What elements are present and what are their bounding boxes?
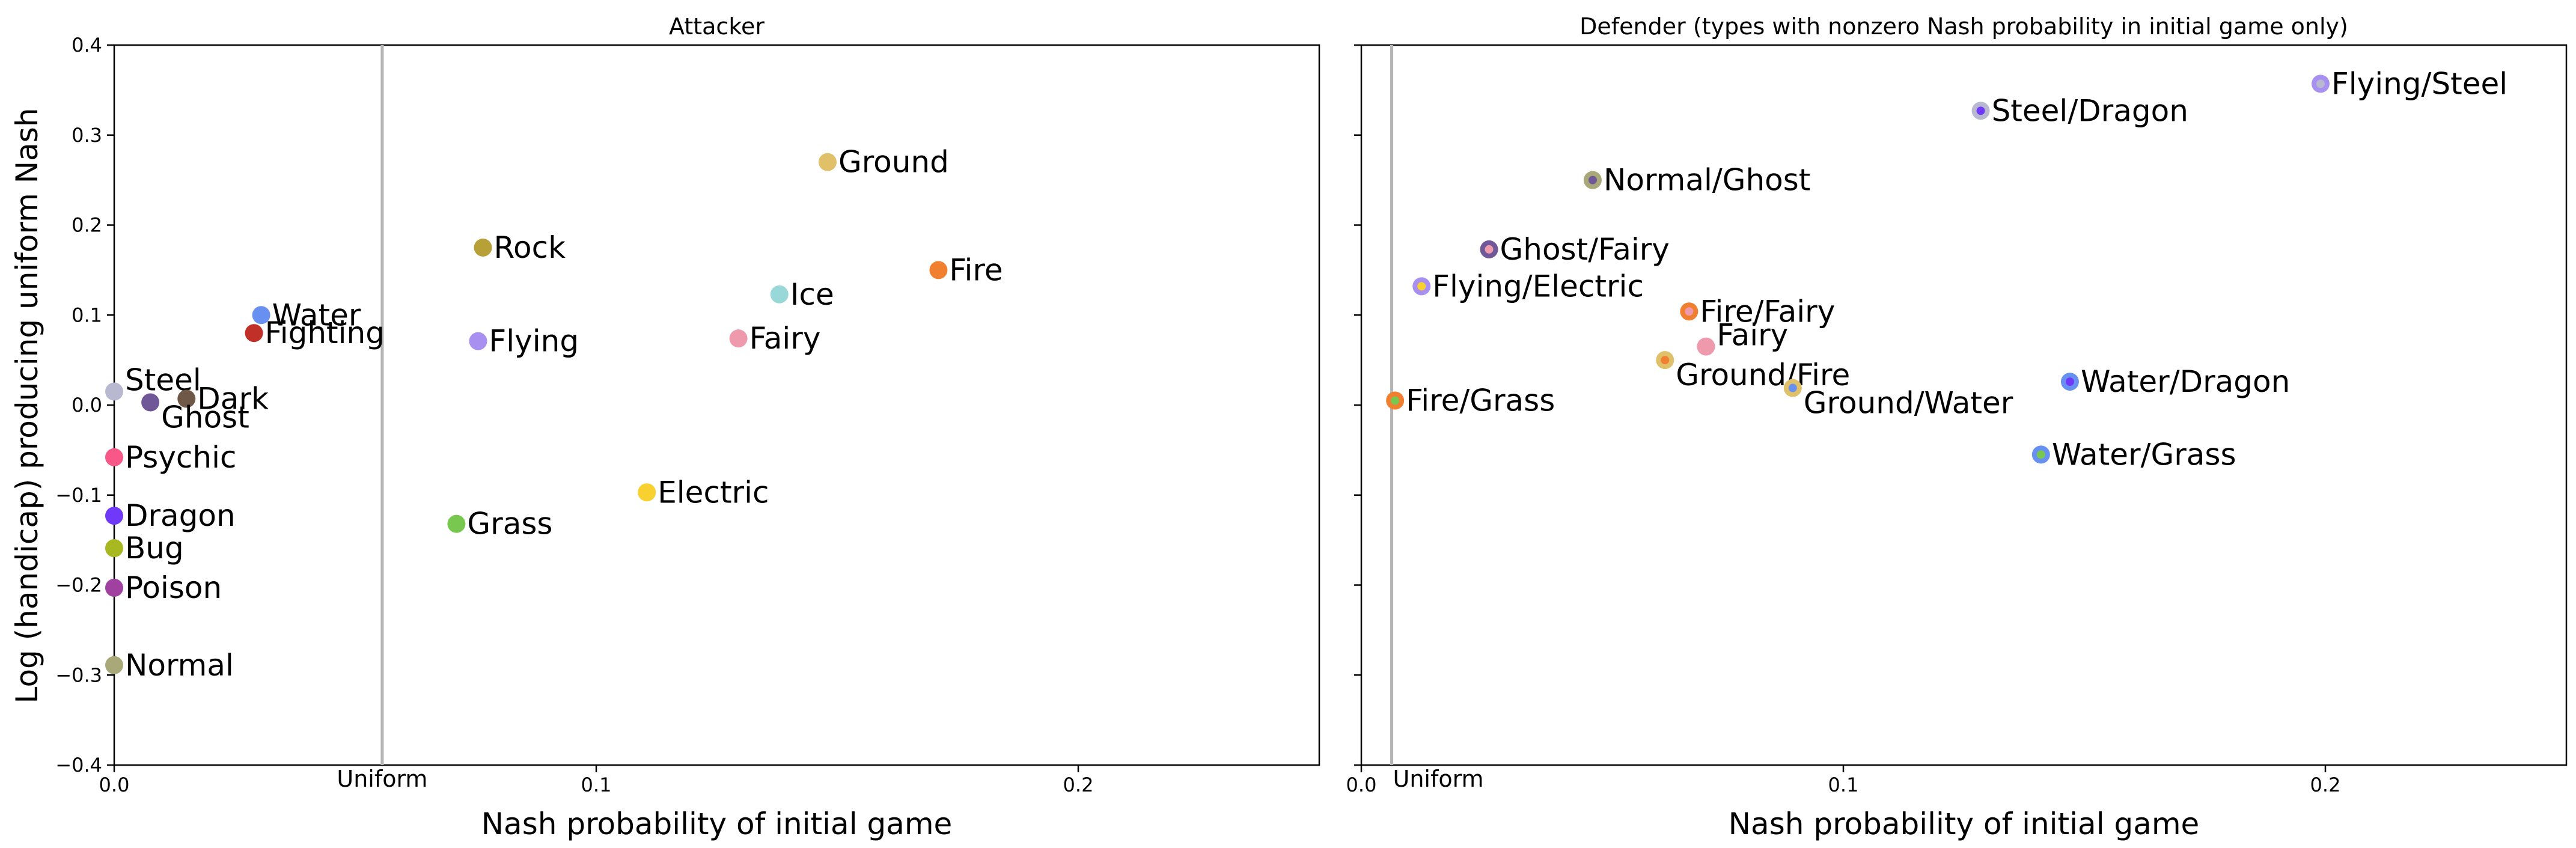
defender-point-inner-ghost-fairy bbox=[1485, 245, 1494, 254]
defender-point-inner-steel-dragon bbox=[1976, 106, 1985, 115]
defender-panel: Defender (types with nonzero Nash probab… bbox=[1346, 13, 2568, 841]
defender-uniform-label: Uniform bbox=[1393, 766, 1484, 792]
defender-point-label: Flying/Electric bbox=[1432, 269, 1644, 304]
attacker-point-dragon bbox=[105, 507, 123, 525]
attacker-point-rock bbox=[474, 238, 492, 257]
attacker-x-axis-label: Nash probability of initial game bbox=[481, 807, 953, 841]
attacker-point-water bbox=[252, 306, 270, 325]
attacker-point-normal bbox=[105, 656, 123, 674]
defender-x-axis-label: Nash probability of initial game bbox=[1729, 807, 2200, 841]
defender-point-inner-flying-steel bbox=[2316, 79, 2325, 88]
defender-point-inner-water-grass bbox=[2036, 450, 2045, 459]
attacker-point-label: Dragon bbox=[125, 498, 236, 533]
attacker-y-tick-label: 0.1 bbox=[72, 304, 102, 326]
attacker-y-tick-label: 0.3 bbox=[72, 124, 102, 147]
attacker-point-ghost bbox=[141, 393, 160, 412]
attacker-y-tick-label: −0.2 bbox=[55, 574, 102, 597]
attacker-point-label: Fire bbox=[949, 252, 1003, 287]
attacker-point-dark bbox=[177, 389, 196, 408]
attacker-point-ground bbox=[818, 153, 837, 171]
attacker-point-fairy bbox=[729, 329, 748, 348]
attacker-y-tick-label: −0.3 bbox=[55, 663, 102, 686]
defender-point-label: Fairy bbox=[1717, 318, 1788, 353]
attacker-point-label: Grass bbox=[467, 507, 552, 541]
attacker-point-psychic bbox=[105, 448, 123, 466]
attacker-y-tick-label: −0.4 bbox=[55, 754, 102, 776]
defender-point-inner-fire-fairy bbox=[1685, 307, 1694, 316]
defender-x-tick-label: 0.2 bbox=[2310, 773, 2341, 796]
defender-point-label: Steel/Dragon bbox=[1992, 93, 2188, 128]
attacker-point-ice bbox=[770, 285, 789, 304]
attacker-point-label: Normal bbox=[125, 648, 234, 683]
attacker-x-tick-label: 0.2 bbox=[1063, 773, 1094, 796]
shared-y-axis-label: Log (handicap) producing uniform Nash bbox=[10, 108, 44, 703]
attacker-point-fire bbox=[929, 261, 948, 279]
defender-point-inner-ground-fire bbox=[1661, 356, 1670, 365]
defender-point-fairy bbox=[1697, 337, 1715, 356]
attacker-point-label: Ice bbox=[790, 277, 834, 312]
attacker-point-label: Psychic bbox=[125, 440, 236, 475]
attacker-point-label: Fighting bbox=[265, 316, 385, 350]
attacker-uniform-label: Uniform bbox=[337, 766, 427, 792]
attacker-y-tick-label: 0.0 bbox=[72, 394, 102, 416]
defender-point-inner-water-dragon bbox=[2065, 377, 2074, 386]
attacker-point-label: Ghost bbox=[161, 400, 249, 435]
attacker-point-bug bbox=[105, 539, 123, 558]
defender-point-label: Water/Grass bbox=[2052, 437, 2236, 472]
defender-point-label: Water/Dragon bbox=[2081, 364, 2290, 399]
defender-point-label: Fire/Fairy bbox=[1700, 294, 1835, 329]
attacker-point-label: Ground bbox=[838, 145, 949, 180]
attacker-point-flying bbox=[469, 332, 487, 350]
defender-point-label: Normal/Ghost bbox=[1604, 163, 1810, 198]
attacker-point-label: Poison bbox=[125, 570, 222, 605]
defender-x-tick-label: 0.0 bbox=[1346, 773, 1377, 796]
defender-point-inner-flying-electric bbox=[1417, 282, 1426, 291]
attacker-point-label: Fairy bbox=[749, 321, 821, 356]
attacker-point-label: Water bbox=[272, 297, 361, 332]
attacker-panel-title: Attacker bbox=[669, 13, 765, 40]
defender-point-label: Ground/Water bbox=[1804, 386, 2013, 421]
attacker-y-tick-label: 0.4 bbox=[72, 34, 102, 56]
attacker-point-fighting bbox=[245, 324, 263, 343]
attacker-y-tick-label: 0.2 bbox=[72, 214, 102, 237]
attacker-point-electric bbox=[638, 483, 656, 502]
defender-panel-title: Defender (types with nonzero Nash probab… bbox=[1579, 13, 2348, 40]
attacker-point-label: Dark bbox=[197, 382, 269, 416]
attacker-point-poison bbox=[105, 578, 123, 597]
attacker-y-tick-label: −0.1 bbox=[55, 484, 102, 507]
attacker-point-steel bbox=[105, 382, 123, 401]
attacker-panel: Attacker 0.0 0.1 0.2 0.4 0.3 0.2 0.1 0.0 −0.1 −0.2… bbox=[55, 13, 1320, 841]
defender-point-label: Ghost/Fairy bbox=[1500, 232, 1670, 267]
defender-x-tick-label: 0.1 bbox=[1828, 773, 1859, 796]
defender-point-label: Ground/Fire bbox=[1676, 358, 1850, 392]
attacker-point-label: Bug bbox=[125, 531, 184, 566]
attacker-x-tick-label: 0.1 bbox=[581, 773, 612, 796]
attacker-x-tick-label: 0.0 bbox=[99, 773, 130, 796]
attacker-point-label: Electric bbox=[658, 475, 769, 510]
defender-point-inner-fire-grass bbox=[1391, 396, 1400, 405]
defender-point-label: Flying/Steel bbox=[2331, 66, 2507, 101]
attacker-point-label: Flying bbox=[489, 324, 579, 359]
attacker-point-grass bbox=[447, 514, 466, 533]
defender-point-inner-normal-ghost bbox=[1588, 175, 1597, 185]
defender-point-label: Fire/Grass bbox=[1406, 383, 1555, 418]
defender-point-inner-ground-water bbox=[1788, 383, 1797, 392]
attacker-point-label: Rock bbox=[494, 230, 566, 265]
